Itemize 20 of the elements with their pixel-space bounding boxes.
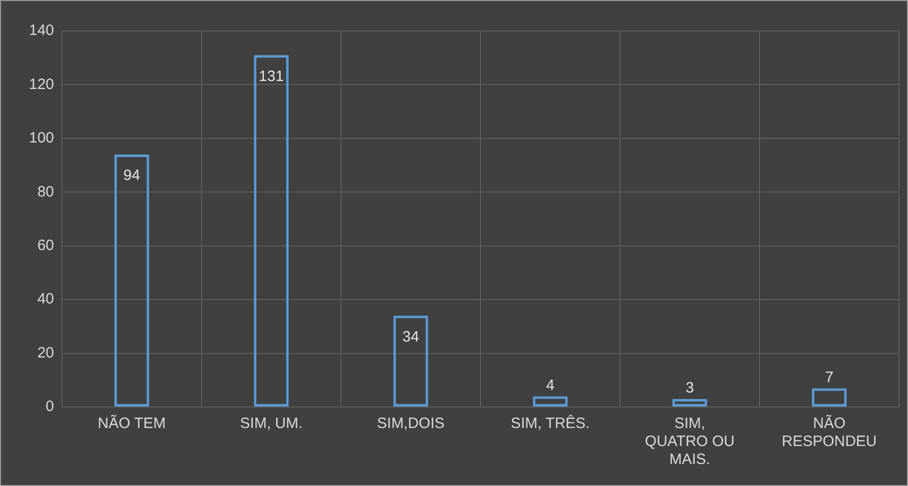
y-tick-label: 80 <box>37 183 54 200</box>
x-tick-label: SIM, UM. <box>240 415 303 432</box>
x-tick-label: NÃO RESPONDEU <box>782 414 877 450</box>
y-tick-label: 0 <box>46 398 54 416</box>
data-label: 94 <box>123 167 140 184</box>
x-tick-label: NÃO TEM <box>98 414 166 432</box>
x-tick-label: SIM, TRÊS. <box>510 414 590 432</box>
x-tick-label: SIM, QUATRO OU MAIS. <box>644 415 735 468</box>
y-tick-label: 140 <box>28 22 54 40</box>
data-label: 131 <box>258 68 284 85</box>
y-tick-label: 20 <box>37 344 54 362</box>
y-tick-label: 120 <box>28 76 54 93</box>
y-tick-label: 40 <box>37 290 54 308</box>
y-tick-label: 60 <box>37 237 54 254</box>
data-label: 4 <box>546 376 554 394</box>
y-tick-label: 100 <box>28 130 54 147</box>
data-label: 34 <box>402 328 420 346</box>
data-label: 3 <box>686 380 694 397</box>
data-label: 7 <box>825 368 834 386</box>
x-tick-label: SIM,DOIS <box>377 415 445 432</box>
